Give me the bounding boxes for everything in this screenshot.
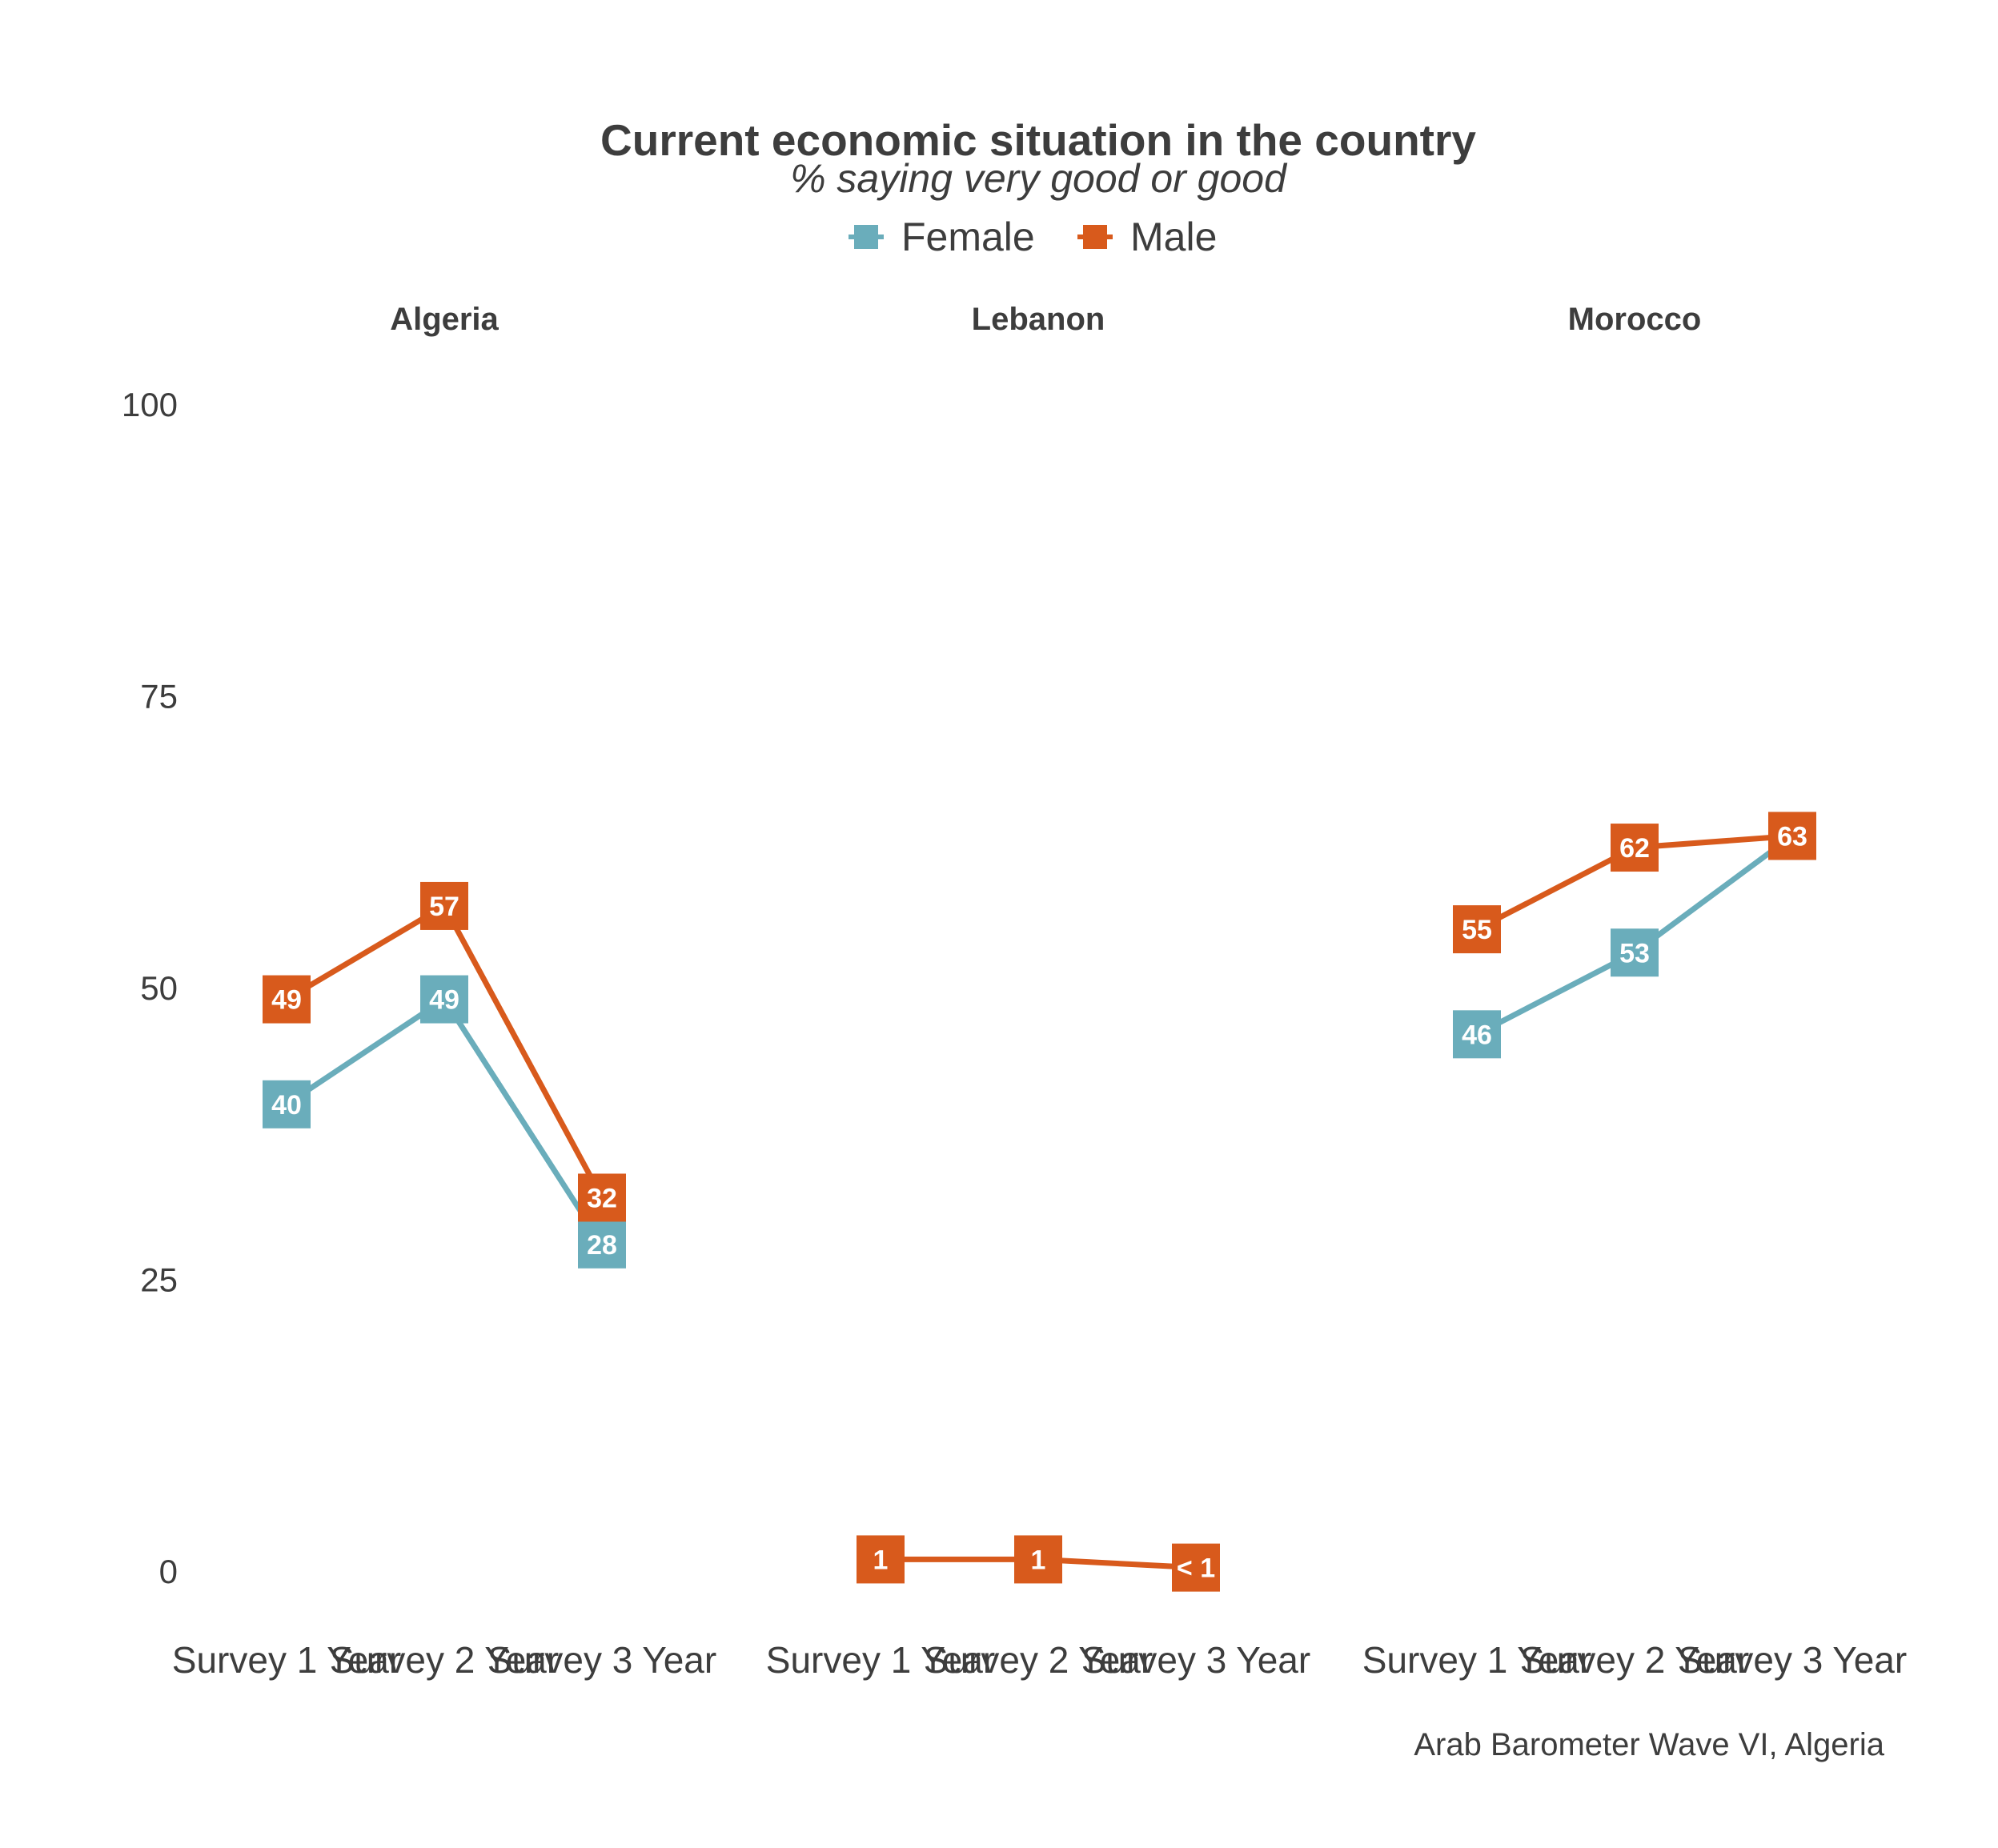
data-point-female bbox=[1453, 1010, 1501, 1059]
y-tick-label: 50 bbox=[140, 969, 178, 1007]
data-point-male bbox=[578, 1173, 626, 1222]
x-tick-label: Survey 3 Year bbox=[1081, 1639, 1310, 1681]
x-tick-label: Survey 3 Year bbox=[1678, 1639, 1907, 1681]
data-label-male: 55 bbox=[1462, 915, 1492, 945]
x-tick-label: Survey 2 Year bbox=[330, 1639, 559, 1681]
chart-caption: Arab Barometer Wave VI, Algeria bbox=[1414, 1727, 1884, 1762]
data-point-male bbox=[1014, 1535, 1062, 1584]
data-label-male: 49 bbox=[271, 985, 302, 1016]
data-label-female: 49 bbox=[429, 985, 459, 1016]
data-label-female: 46 bbox=[1462, 1020, 1492, 1050]
data-point-female bbox=[420, 975, 468, 1024]
series-line-female bbox=[285, 996, 604, 1246]
data-label-male: < 1 bbox=[1177, 1553, 1215, 1584]
data-point-female bbox=[578, 1220, 626, 1269]
data-point-male bbox=[1768, 812, 1816, 860]
data-label-male: 62 bbox=[1619, 833, 1650, 864]
legend-item-female: Female bbox=[849, 214, 1035, 259]
data-point-male bbox=[1453, 905, 1501, 954]
data-point-male bbox=[857, 1535, 905, 1584]
x-tick-label: Survey 1 Year bbox=[766, 1639, 995, 1681]
data-label-male: 32 bbox=[587, 1183, 617, 1213]
x-tick-label: Survey 1 Year bbox=[1362, 1639, 1591, 1681]
data-label-male: 63 bbox=[1777, 821, 1807, 852]
y-tick-label: 0 bbox=[159, 1553, 178, 1590]
data-label-female: 40 bbox=[271, 1090, 302, 1120]
legend: Female Male bbox=[849, 214, 1217, 259]
data-point-female bbox=[263, 1080, 311, 1128]
x-tick-label: Survey 2 Year bbox=[1520, 1639, 1749, 1681]
legend-key-marker bbox=[854, 225, 878, 249]
data-label-female: 53 bbox=[1619, 938, 1650, 968]
legend-item-male: Male bbox=[1077, 214, 1217, 259]
legend-label: Male bbox=[1130, 214, 1217, 259]
data-point-male bbox=[263, 975, 311, 1024]
x-tick-label: Survey 2 Year bbox=[924, 1639, 1153, 1681]
chart-subtitle: % saying very good or good bbox=[790, 156, 1288, 201]
y-tick-label: 25 bbox=[140, 1261, 178, 1299]
data-label-male: 1 bbox=[873, 1545, 889, 1575]
data-point-female bbox=[1611, 928, 1659, 977]
legend-key-marker bbox=[1083, 225, 1107, 249]
x-tick-label: Survey 1 Year bbox=[172, 1639, 401, 1681]
data-label-male: 57 bbox=[429, 892, 459, 922]
panel-strip-label: Morocco bbox=[1568, 302, 1702, 337]
data-point-male bbox=[1172, 1543, 1220, 1592]
data-point-male bbox=[420, 881, 468, 930]
data-label-male: 1 bbox=[1031, 1545, 1046, 1575]
y-tick-label: 75 bbox=[140, 678, 178, 716]
series-line-male bbox=[285, 903, 605, 1200]
data-point-male bbox=[1611, 824, 1659, 872]
legend-label: Female bbox=[901, 214, 1035, 259]
y-axis: 0 25 50 75 100 bbox=[122, 386, 178, 1590]
x-tick-label: Survey 3 Year bbox=[487, 1639, 716, 1681]
panel-strip-label: Lebanon bbox=[972, 302, 1105, 337]
panel-strip-label: Algeria bbox=[390, 302, 499, 337]
data-label-female: 28 bbox=[587, 1230, 617, 1261]
y-tick-label: 100 bbox=[122, 386, 178, 423]
chart-title: Current economic situation in the countr… bbox=[600, 115, 1476, 165]
